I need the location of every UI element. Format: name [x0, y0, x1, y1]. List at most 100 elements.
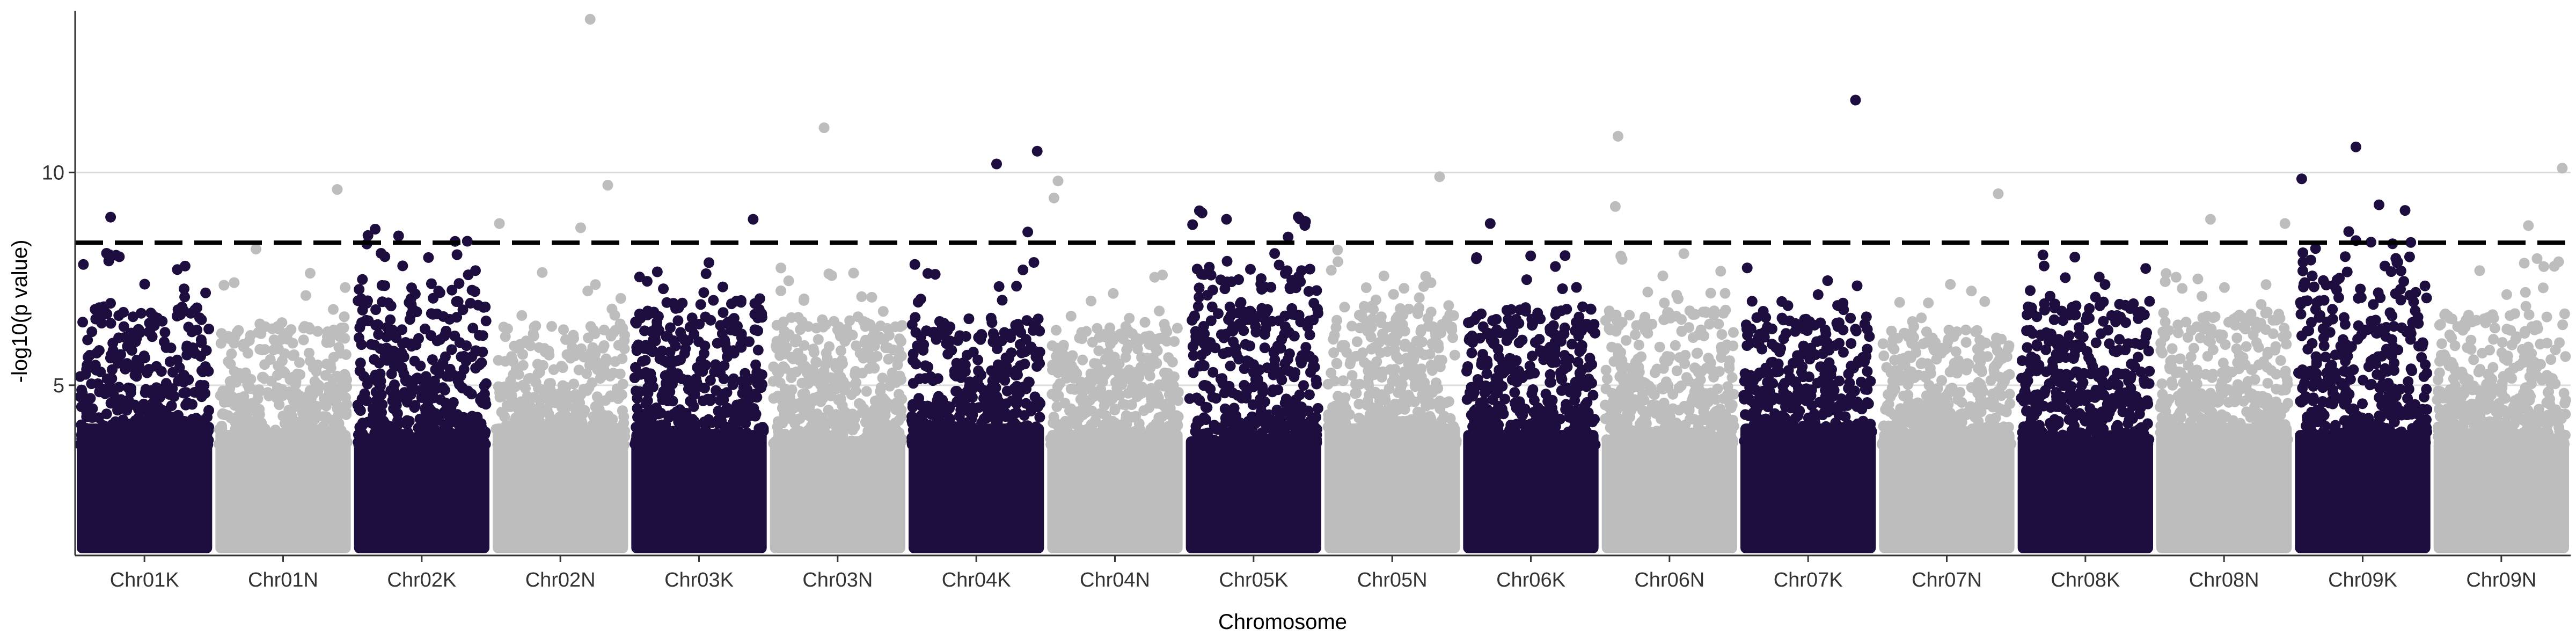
snp-point — [1471, 311, 1482, 322]
snp-point — [1221, 255, 1233, 267]
snp-point — [1691, 348, 1702, 359]
snp-point — [1571, 317, 1582, 328]
snp-point — [420, 371, 431, 382]
snp-point — [1087, 386, 1099, 397]
snp-point — [677, 332, 688, 343]
snp-point — [768, 361, 779, 372]
snp-point — [427, 354, 438, 365]
snp-point — [1081, 326, 1092, 337]
snp-point — [561, 431, 573, 443]
snp-point — [560, 399, 572, 411]
snp-point — [557, 362, 568, 373]
snp-point — [1196, 268, 1207, 280]
snp-point — [1073, 413, 1085, 424]
chromosome-points-core — [215, 430, 351, 554]
snp-point — [476, 422, 487, 433]
snp-point — [1567, 339, 1577, 350]
snp-point — [1393, 387, 1404, 398]
snp-point — [1505, 353, 1516, 364]
snp-point — [1540, 389, 1552, 400]
snp-point — [196, 365, 208, 376]
snp-point — [1487, 394, 1498, 405]
snp-point — [1413, 346, 1424, 357]
snp-point — [1225, 360, 1236, 371]
snp-point — [358, 371, 370, 382]
snp-point — [849, 421, 860, 433]
snp-point — [583, 382, 595, 393]
snp-point — [773, 416, 785, 428]
snp-point — [193, 387, 204, 398]
snp-point — [76, 433, 87, 444]
snp-point — [991, 414, 1002, 426]
snp-point — [1272, 384, 1284, 396]
snp-point — [147, 331, 158, 342]
snp-point — [357, 274, 368, 285]
snp-point — [1526, 320, 1538, 331]
snp-point — [341, 409, 352, 420]
snp-point — [1274, 259, 1285, 270]
snp-point — [105, 318, 116, 329]
snp-point — [1503, 314, 1514, 325]
snp-point — [513, 369, 524, 380]
snp-point — [1471, 252, 1482, 263]
snp-point — [985, 312, 997, 324]
snp-point — [677, 297, 688, 309]
snp-point — [377, 296, 388, 308]
snp-point — [1305, 415, 1316, 427]
snp-point — [1065, 311, 1077, 322]
snp-point — [202, 426, 213, 437]
snp-point — [1393, 404, 1404, 415]
snp-point — [118, 321, 129, 332]
snp-point — [462, 236, 473, 247]
snp-point — [601, 353, 612, 364]
snp-point — [259, 359, 270, 370]
snp-point — [588, 411, 599, 422]
snp-point — [529, 321, 540, 333]
snp-point — [831, 381, 843, 392]
snp-point — [1394, 354, 1405, 365]
snp-point — [1329, 376, 1340, 386]
snp-point — [1415, 326, 1426, 338]
snp-point — [283, 414, 295, 425]
snp-point — [214, 424, 225, 435]
snp-point — [1192, 301, 1204, 312]
snp-point — [1518, 370, 1529, 382]
snp-point — [105, 398, 116, 408]
snp-point — [605, 390, 616, 401]
snp-point — [377, 399, 388, 410]
snp-point — [107, 338, 119, 349]
snp-point — [819, 427, 830, 438]
snp-point — [1571, 282, 1582, 293]
snp-point — [1382, 321, 1393, 333]
snp-point — [836, 345, 846, 356]
snp-point — [1117, 399, 1129, 410]
snp-point — [379, 280, 390, 291]
snp-point — [811, 323, 822, 334]
snp-point — [523, 373, 534, 384]
snp-point — [1121, 413, 1132, 425]
snp-point — [1161, 436, 1172, 448]
snp-point — [475, 394, 486, 406]
snp-point — [685, 396, 696, 407]
snp-point — [1545, 341, 1556, 353]
snp-point — [1572, 356, 1584, 368]
snp-point — [774, 350, 786, 361]
snp-point — [85, 437, 97, 448]
snp-point — [1304, 264, 1315, 275]
snp-point — [708, 295, 719, 306]
snp-point — [382, 322, 393, 333]
snp-point — [372, 409, 384, 421]
snp-point — [1309, 362, 1320, 372]
snp-point — [1414, 302, 1425, 313]
snp-point — [966, 413, 977, 425]
snp-point — [1366, 301, 1378, 312]
snp-point — [724, 434, 735, 444]
snp-point — [1078, 425, 1089, 436]
snp-point — [76, 419, 87, 430]
snp-point — [159, 336, 170, 348]
snp-point — [660, 370, 671, 381]
snp-point — [1218, 425, 1229, 436]
snp-point — [1447, 332, 1458, 343]
snp-point — [90, 304, 101, 315]
snp-point — [1192, 435, 1204, 446]
